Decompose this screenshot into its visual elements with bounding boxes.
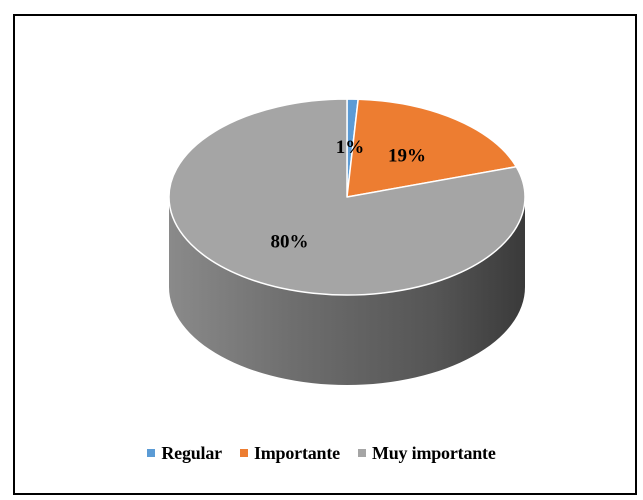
- pie-slice-importante: [346, 98, 518, 198]
- pie-slice-muy-importante: [168, 98, 526, 296]
- legend: Regular Importante Muy importante: [0, 440, 643, 466]
- legend-label-importante: Importante: [253, 442, 340, 463]
- pie-top: [168, 98, 526, 296]
- legend-item-muy-importante: Muy importante: [357, 442, 496, 464]
- legend-label-regular: Regular: [161, 442, 222, 463]
- data-label-muy-importante: 80%: [270, 232, 308, 253]
- legend-swatch-regular: [147, 449, 156, 457]
- data-label-importante: 19%: [388, 145, 426, 166]
- legend-swatch-muy-importante: [357, 449, 366, 457]
- pie-side-wall: [169, 197, 525, 385]
- legend-swatch-importante: [239, 449, 248, 457]
- legend-label-muy-importante: Muy importante: [371, 442, 496, 463]
- data-label-regular: 1%: [336, 137, 365, 158]
- pie-side-muy-importante: [169, 197, 525, 385]
- legend-item-regular: Regular: [147, 443, 222, 464]
- pie-data-labels: 1% 19% 80%: [270, 137, 426, 253]
- legend-item-importante: Importante: [239, 442, 340, 464]
